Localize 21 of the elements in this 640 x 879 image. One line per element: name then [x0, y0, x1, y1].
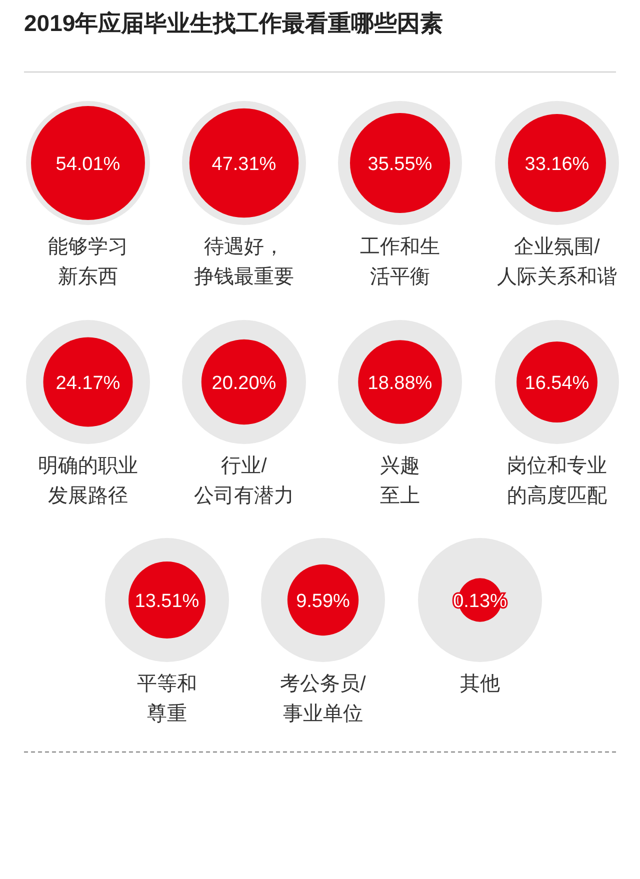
- category-label: 兴趣至上: [380, 455, 420, 507]
- category-label: 岗位和专业的高度匹配: [507, 455, 607, 507]
- data-label: 18.88%: [368, 373, 432, 394]
- data-label: 24.17%: [56, 373, 120, 394]
- data-label: 9.59%: [296, 591, 350, 612]
- category-label: 考公务员/事业单位: [280, 673, 366, 725]
- category-label: 行业/公司有潜力: [194, 455, 294, 507]
- category-label: 能够学习新东西: [48, 236, 128, 288]
- data-label: 20.20%: [212, 373, 276, 394]
- category-label: 其他: [460, 673, 500, 695]
- data-label: 47.31%: [212, 154, 276, 175]
- data-label: 33.16%: [524, 154, 590, 175]
- category-label: 待遇好，挣钱最重要: [194, 236, 294, 288]
- text: 2019年应届毕业生找工作最看重哪些因素: [24, 10, 444, 36]
- data-label: 13.51%: [134, 591, 200, 612]
- category-label: 企业氛围/人际关系和谐: [497, 236, 617, 288]
- data-label: 35.55%: [368, 154, 432, 175]
- category-label: 平等和尊重: [137, 673, 197, 725]
- category-label: 明确的职业发展路径: [38, 455, 138, 507]
- category-label: 工作和生活平衡: [360, 236, 440, 288]
- data-label: 16.54%: [524, 373, 590, 394]
